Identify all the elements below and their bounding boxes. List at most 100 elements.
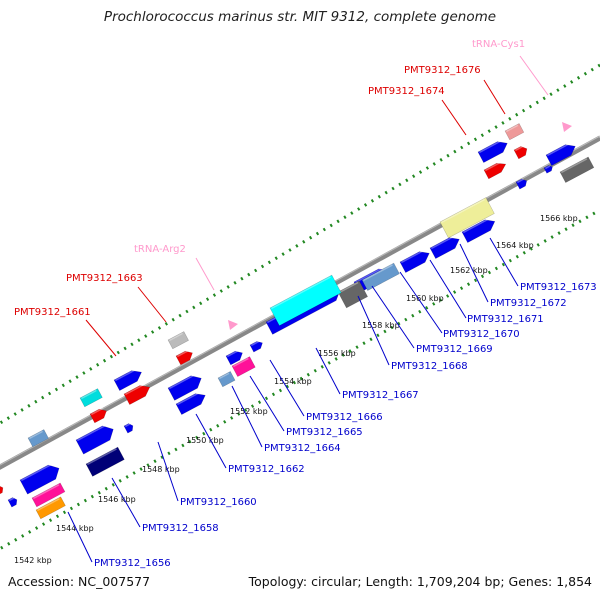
feature-box-21 [0,485,4,496]
feature-shine-31 [177,391,202,406]
scale-label-11: 1564 kbp [496,241,534,250]
gene-label-13: PMT9312_1666 [306,412,383,423]
leader-line-6 [489,237,519,287]
feature-20 [27,429,49,448]
feature-shine-0 [479,139,504,154]
leader-line-14 [249,375,285,432]
trna-marker-0 [562,122,572,132]
feature-box-35 [19,464,60,495]
feature-shine-8 [401,249,426,264]
feature-shine-26 [363,264,393,282]
gene-label-2: PMT9312_1674 [368,86,445,97]
scale-label-7: 1556 kbp [318,349,356,358]
feature-box-20 [27,429,49,448]
feature-shine-34 [87,448,117,466]
feature-box-6 [461,219,496,243]
leader-line-17 [157,441,179,502]
scale-label-4: 1550 kbp [186,436,224,445]
leader-line-3 [195,257,215,291]
feature-box-26 [361,262,400,291]
feature-shine-19 [91,407,104,416]
feature-box-4 [545,144,576,166]
feature-shine-23 [517,178,524,184]
feature-shine-33 [77,423,109,442]
feature-box-32 [123,423,134,434]
feature-box-14 [175,350,193,366]
feature-32 [123,423,134,434]
feature-box-37 [35,496,66,520]
feature-box-18 [79,388,103,408]
scale-label-5: 1552 kbp [230,407,268,416]
scale-label-8: 1558 kbp [362,321,400,330]
feature-shine-38 [9,497,15,502]
gene-label-7: PMT9312_1672 [490,298,567,309]
gene-label-11: PMT9312_1668 [391,361,468,372]
topology-summary: Topology: circular; Length: 1,709,204 bp… [248,574,592,589]
feature-21 [0,485,4,496]
feature-shine-28 [233,357,249,368]
feature-6 [461,217,496,243]
gene-label-12: PMT9312_1667 [342,390,419,401]
feature-15 [225,349,243,366]
feature-23 [515,178,528,190]
feature-box-28 [231,356,256,377]
gene-label-17: PMT9312_1660 [180,497,257,508]
feature-7 [429,235,460,259]
feature-shine-35 [21,462,55,482]
feature-34 [85,446,125,477]
gene-label-4: PMT9312_1663 [66,273,143,284]
scale-label-2: 1546 kbp [98,495,136,504]
leader-line-11 [357,295,390,366]
leader-line-16 [195,413,227,469]
feature-shine-15 [227,349,240,358]
lower-dotted-track [0,208,600,551]
feature-shine-16 [115,368,138,382]
feature-box-31 [175,393,206,415]
feature-19 [89,407,107,424]
leader-line-13 [269,359,305,417]
feature-shine-4 [547,142,572,157]
feature-box-27 [269,274,342,326]
feature-14 [175,349,193,366]
feature-shine-12 [251,340,260,347]
feature-36 [31,482,66,508]
gene-label-19: PMT9312_1656 [94,558,171,569]
feature-box-17 [123,385,151,405]
gene-label-10: PMT9312_1669 [416,344,493,355]
feature-box-7 [429,237,460,259]
feature-box-13 [167,331,189,350]
accession-text: Accession: NC_007577 [8,574,151,589]
feature-box-25 [337,280,368,309]
feature-shine-20 [29,430,43,440]
feature-box-8 [399,251,430,273]
feature-box-23 [515,178,528,190]
feature-shine-6 [463,217,492,234]
leader-line-18 [111,477,141,528]
leader-line-12 [315,347,341,395]
feature-box-30 [167,375,202,401]
feature-shine-10 [355,266,385,284]
feature-2 [504,123,525,141]
feature-box-38 [7,497,18,508]
trna-marker-1 [228,320,238,330]
feature-box-2 [504,123,525,141]
feature-35 [19,462,60,495]
feature-shine-27 [271,276,331,310]
scale-label-6: 1554 kbp [274,377,312,386]
leader-line-10 [371,285,415,349]
leader-line-15 [231,385,263,448]
feature-shine-5 [545,165,551,170]
feature-box-22 [559,156,595,183]
gene-label-6: PMT9312_1673 [520,282,597,293]
feature-box-16 [113,370,142,391]
gene-label-9: PMT9312_1670 [443,329,520,340]
feature-shine-18 [81,389,97,400]
feature-box-15 [225,350,243,366]
feature-31 [175,391,206,415]
scale-label-10: 1562 kbp [450,266,488,275]
feature-18 [79,388,103,408]
feature-24 [439,197,495,239]
feature-4 [545,142,576,166]
leader-line-9 [399,271,443,334]
